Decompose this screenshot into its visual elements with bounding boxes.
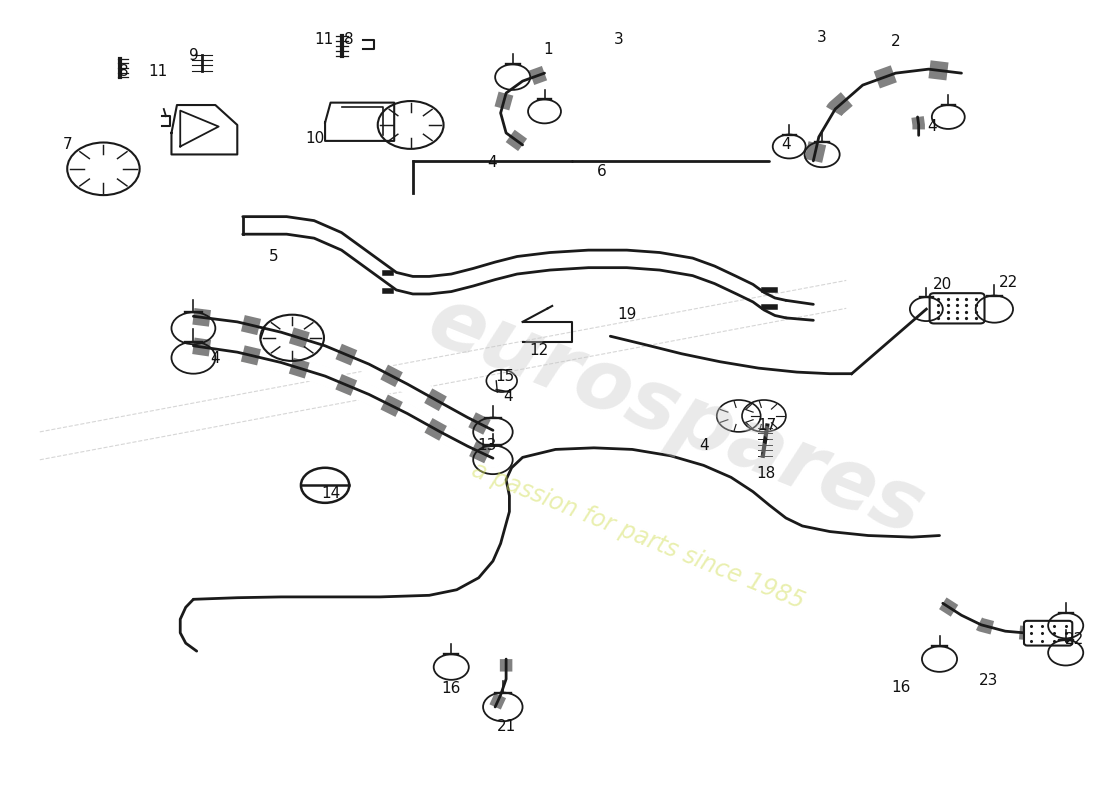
Text: eurospares: eurospares <box>417 280 936 552</box>
FancyBboxPatch shape <box>1024 621 1072 646</box>
Text: 15: 15 <box>495 369 515 383</box>
Text: 7: 7 <box>256 327 266 342</box>
Text: 21: 21 <box>496 719 516 734</box>
Text: 4: 4 <box>781 138 791 152</box>
Text: 4: 4 <box>504 389 513 403</box>
Text: 3: 3 <box>614 32 624 47</box>
Text: 14: 14 <box>321 486 340 501</box>
Text: 11: 11 <box>315 32 333 47</box>
Text: 5: 5 <box>268 249 278 264</box>
Text: 11: 11 <box>148 64 168 79</box>
Text: 17: 17 <box>758 418 777 433</box>
Text: a passion for parts since 1985: a passion for parts since 1985 <box>468 458 807 614</box>
Text: 2: 2 <box>891 34 901 49</box>
Text: 18: 18 <box>757 466 776 481</box>
Text: 10: 10 <box>306 131 324 146</box>
Text: 22: 22 <box>1065 632 1085 646</box>
Text: 19: 19 <box>617 307 637 322</box>
Text: 3: 3 <box>817 30 827 45</box>
Text: 12: 12 <box>529 343 549 358</box>
Text: 4: 4 <box>927 119 936 134</box>
Text: 20: 20 <box>933 277 953 292</box>
Text: 8: 8 <box>120 64 129 79</box>
Text: 8: 8 <box>344 32 354 47</box>
FancyBboxPatch shape <box>930 293 984 323</box>
Text: 16: 16 <box>441 681 461 696</box>
Text: 4: 4 <box>487 155 497 170</box>
Text: 4: 4 <box>698 438 708 453</box>
Text: 6: 6 <box>596 164 606 178</box>
Text: 7: 7 <box>63 138 72 152</box>
Text: 13: 13 <box>477 438 497 453</box>
Text: 16: 16 <box>891 679 911 694</box>
Text: 4: 4 <box>210 351 220 366</box>
Text: 23: 23 <box>979 673 999 688</box>
Text: 1: 1 <box>543 42 552 57</box>
Text: 9: 9 <box>188 48 198 63</box>
Text: 22: 22 <box>999 274 1019 290</box>
